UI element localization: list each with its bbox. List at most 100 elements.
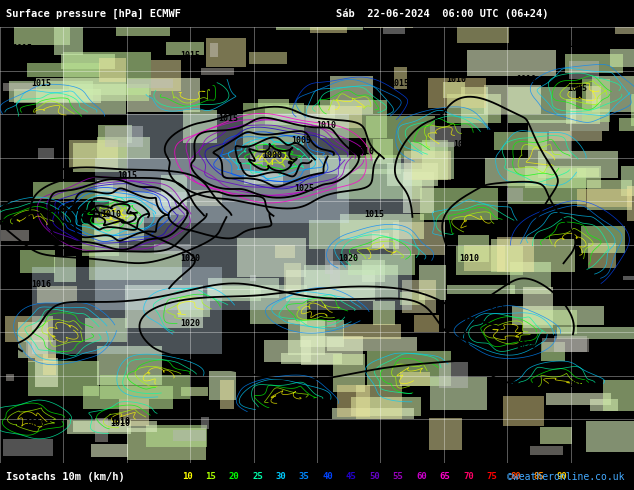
Bar [414, 316, 439, 333]
Text: 1025: 1025 [294, 184, 314, 193]
Bar [619, 118, 634, 131]
Bar [546, 393, 611, 405]
Bar [219, 380, 235, 409]
Bar [29, 340, 56, 362]
Bar [327, 320, 336, 327]
Bar [365, 4, 413, 28]
Bar [96, 137, 150, 159]
Text: 15: 15 [205, 472, 216, 481]
Bar [117, 0, 171, 36]
Bar [181, 387, 209, 396]
Bar [447, 94, 501, 122]
Bar [456, 245, 523, 274]
Bar [276, 0, 363, 30]
Bar [257, 98, 289, 108]
Bar [565, 54, 623, 74]
Bar [250, 285, 307, 324]
Bar [250, 274, 256, 281]
Bar [209, 371, 236, 400]
Bar [503, 396, 544, 426]
Text: 10: 10 [182, 472, 192, 481]
Bar [108, 192, 171, 217]
Bar [4, 317, 53, 342]
Bar [306, 106, 362, 128]
Bar [32, 267, 222, 354]
Bar [69, 140, 118, 169]
Bar [244, 171, 283, 184]
Bar [27, 63, 100, 77]
Bar [356, 385, 402, 418]
Bar [190, 190, 223, 206]
Bar [74, 421, 157, 432]
Bar [458, 235, 489, 262]
Text: 60: 60 [417, 472, 427, 481]
Bar [569, 61, 599, 79]
Bar [243, 103, 304, 145]
Text: 1015: 1015 [31, 79, 51, 88]
Bar [91, 443, 127, 457]
Bar [523, 287, 553, 328]
Bar [382, 12, 405, 34]
Bar [85, 318, 127, 342]
Bar [20, 249, 55, 272]
Bar [588, 243, 616, 268]
Bar [73, 143, 127, 171]
Bar [422, 140, 448, 179]
Bar [373, 301, 395, 325]
Text: ©weatheronline.co.uk: ©weatheronline.co.uk [507, 471, 624, 482]
Text: 1010: 1010 [446, 75, 467, 84]
Text: 1020: 1020 [180, 319, 200, 328]
Bar [304, 265, 398, 299]
Text: 25: 25 [252, 472, 262, 481]
Bar [153, 192, 186, 215]
Bar [33, 182, 113, 199]
Bar [457, 12, 509, 43]
Bar [53, 13, 83, 55]
Bar [439, 362, 469, 388]
Text: 1015: 1015 [12, 44, 32, 53]
Bar [98, 124, 132, 143]
Bar [37, 286, 77, 303]
Bar [603, 380, 634, 412]
Bar [404, 151, 451, 180]
Bar [151, 60, 181, 91]
Bar [124, 285, 203, 328]
Bar [430, 125, 461, 147]
Text: 65: 65 [440, 472, 450, 481]
Bar [362, 260, 385, 282]
Bar [497, 237, 534, 272]
Bar [467, 50, 556, 76]
Bar [566, 98, 600, 123]
Text: 1015: 1015 [218, 114, 238, 123]
Bar [373, 139, 393, 164]
Bar [325, 249, 333, 274]
Text: 1005: 1005 [291, 136, 311, 145]
Bar [554, 336, 588, 352]
Bar [332, 408, 415, 419]
Bar [281, 353, 342, 364]
Text: 1020: 1020 [34, 232, 55, 241]
Bar [461, 87, 488, 128]
Bar [127, 79, 173, 89]
Bar [3, 83, 37, 91]
Bar [273, 113, 317, 122]
Bar [300, 320, 344, 346]
Bar [146, 425, 207, 447]
Bar [89, 251, 181, 280]
Bar [569, 109, 609, 130]
Bar [6, 374, 13, 381]
Bar [590, 399, 618, 411]
Bar [153, 245, 190, 254]
Text: 1010: 1010 [516, 75, 536, 84]
Text: 1015: 1015 [484, 301, 505, 311]
Text: Surface pressure [hPa] ECMWF: Surface pressure [hPa] ECMWF [6, 8, 181, 19]
Bar [420, 188, 498, 220]
Bar [627, 186, 634, 220]
Bar [428, 78, 486, 108]
Bar [105, 126, 143, 147]
Bar [97, 345, 162, 385]
Bar [95, 418, 108, 442]
Bar [508, 168, 586, 204]
Text: 1010: 1010 [110, 417, 131, 426]
Bar [250, 140, 263, 166]
